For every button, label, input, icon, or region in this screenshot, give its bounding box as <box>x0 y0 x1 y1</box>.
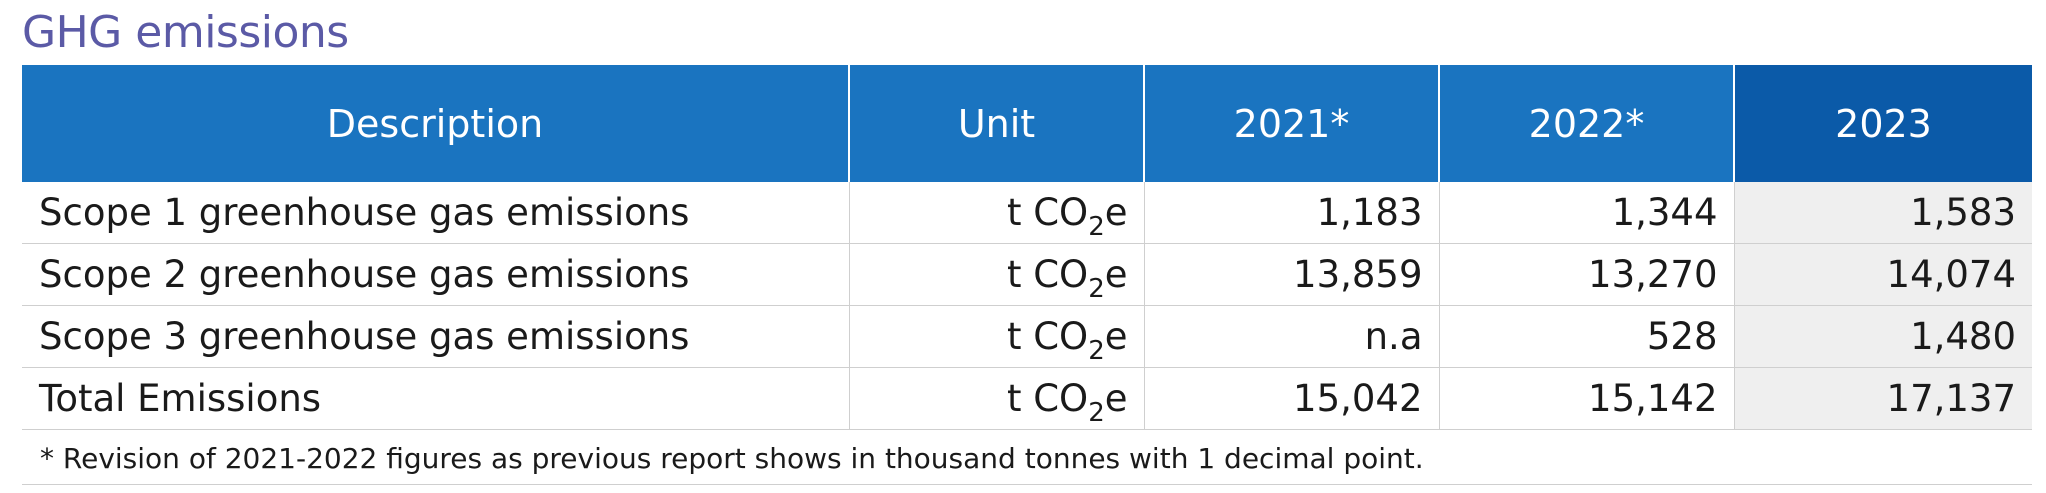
value-2022: 1,344 <box>1438 182 1734 244</box>
value-2022: 15,142 <box>1438 367 1734 430</box>
value-2023: 1,480 <box>1733 305 2032 368</box>
header-year-2022: 2022* <box>1438 65 1734 182</box>
table-header-row: Description Unit 2021* 2022* 2023 <box>22 65 2032 182</box>
row-unit: t CO2e <box>848 305 1144 368</box>
value-2021: n.a <box>1143 305 1439 368</box>
row-description: Scope 2 greenhouse gas emissions <box>22 243 849 306</box>
value-2022: 13,270 <box>1438 243 1734 306</box>
row-unit: t CO2e <box>848 243 1144 306</box>
row-description: Scope 3 greenhouse gas emissions <box>22 305 849 368</box>
value-2022: 528 <box>1438 305 1734 368</box>
header-year-2023: 2023 <box>1733 65 2032 182</box>
table-row: Scope 2 greenhouse gas emissions t CO2e … <box>22 243 2032 306</box>
row-description: Scope 1 greenhouse gas emissions <box>22 182 849 244</box>
value-2021: 13,859 <box>1143 243 1439 306</box>
page-title: GHG emissions <box>22 7 349 58</box>
row-unit: t CO2e <box>848 367 1144 430</box>
header-year-2021: 2021* <box>1143 65 1439 182</box>
table-row: Scope 1 greenhouse gas emissions t CO2e … <box>22 182 2032 244</box>
value-2021: 1,183 <box>1143 182 1439 244</box>
row-unit: t CO2e <box>848 182 1144 244</box>
row-description: Total Emissions <box>22 367 849 430</box>
header-unit: Unit <box>848 65 1144 182</box>
value-2021: 15,042 <box>1143 367 1439 430</box>
header-description: Description <box>22 65 849 182</box>
table-row-total: Total Emissions t CO2e 15,042 15,142 17,… <box>22 367 2032 430</box>
value-2023: 17,137 <box>1733 367 2032 430</box>
footnote: * Revision of 2021-2022 figures as previ… <box>22 442 2032 485</box>
value-2023: 1,583 <box>1733 182 2032 244</box>
table-row: Scope 3 greenhouse gas emissions t CO2e … <box>22 305 2032 368</box>
ghg-emissions-table: Description Unit 2021* 2022* 2023 Scope … <box>22 65 2032 430</box>
value-2023: 14,074 <box>1733 243 2032 306</box>
